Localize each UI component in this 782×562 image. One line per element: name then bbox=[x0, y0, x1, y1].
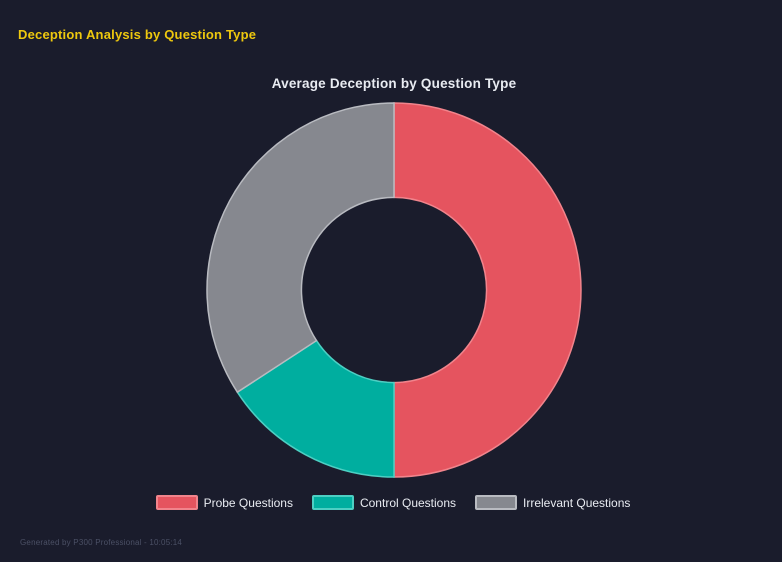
legend-label: Irrelevant Questions bbox=[523, 495, 631, 510]
legend-item-1[interactable]: Control Questions bbox=[311, 495, 457, 510]
legend-item-2[interactable]: Irrelevant Questions bbox=[475, 495, 630, 510]
chart-legend: Probe Questions Control Questions Irreleva… bbox=[0, 495, 782, 510]
legend-label: Probe Questions bbox=[203, 495, 293, 510]
legend-item-0[interactable]: Probe Questions bbox=[155, 495, 293, 510]
legend-label: Control Questions bbox=[359, 495, 457, 510]
page-title: Deception Analysis by Question Type bbox=[18, 27, 257, 42]
legend-swatch bbox=[475, 495, 518, 510]
donut-segment-0 bbox=[393, 102, 582, 478]
legend-swatch bbox=[155, 495, 198, 510]
donut-segment-2 bbox=[206, 102, 395, 394]
legend-swatch bbox=[311, 495, 354, 510]
footer-text: Generated by P300 Professional - 10:05:1… bbox=[20, 538, 183, 547]
chart-title: Average Deception by Question Type bbox=[271, 76, 517, 91]
donut-segment-1 bbox=[236, 339, 395, 478]
